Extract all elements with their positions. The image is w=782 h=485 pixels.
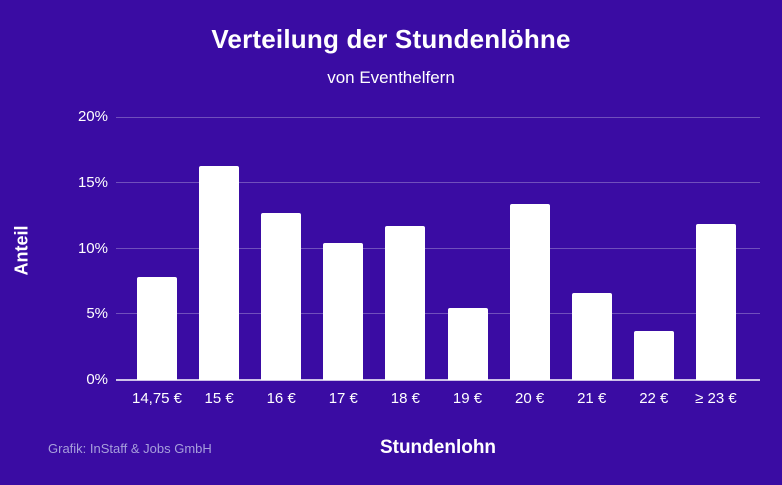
x-tick-label-1: 15 € xyxy=(204,390,234,407)
plot-area xyxy=(116,117,760,381)
y-axis-ticks: 0% 5% 10% 15% 20% xyxy=(40,108,108,388)
y-axis-label: Anteil xyxy=(11,225,32,276)
gridline-5 xyxy=(116,313,760,315)
x-tick-label-4: 18 € xyxy=(390,390,420,407)
x-axis-label: Stundenlohn xyxy=(379,437,497,458)
bar-2 xyxy=(261,213,302,380)
bar-3 xyxy=(323,243,364,380)
bar-5 xyxy=(447,307,488,380)
y-tick-label-0: 0% xyxy=(86,371,108,388)
chart-subtitle: von Eventhelfern xyxy=(327,68,455,87)
x-tick-label-2: 16 € xyxy=(266,390,296,407)
x-tick-label-3: 17 € xyxy=(328,390,358,407)
x-tick-label-6: 20 € xyxy=(514,390,545,407)
bar-7 xyxy=(571,293,612,380)
bar-9 xyxy=(695,223,736,380)
chart-title: Verteilung der Stundenlöhne xyxy=(211,24,571,54)
x-axis-ticks: 14,75 € 15 € 16 € 17 € 18 € 19 € 20 € 21 € 22 € ≥… xyxy=(116,389,760,411)
y-tick-label-15: 15% xyxy=(77,173,108,191)
x-tick-label-5: 19 € xyxy=(452,390,483,407)
bar-4 xyxy=(385,226,426,380)
credit-text: Grafik: InStaff & Jobs GmbH xyxy=(48,441,212,456)
gridline-20 xyxy=(116,117,760,118)
bar-6 xyxy=(509,203,550,380)
x-tick-label-7: 21 € xyxy=(577,390,607,407)
y-tick-label-5: 5% xyxy=(86,305,108,323)
bar-0 xyxy=(137,277,177,380)
bar-1 xyxy=(199,165,240,380)
y-tick-label-20: 20% xyxy=(77,108,108,125)
y-tick-label-10: 10% xyxy=(77,239,108,257)
gridline-10 xyxy=(116,247,760,249)
x-tick-label-8: 22 € xyxy=(639,390,669,407)
bar-8 xyxy=(633,331,674,380)
x-tick-label-0: 14,75 € xyxy=(131,390,183,407)
gridline-15 xyxy=(116,181,760,183)
x-axis-line xyxy=(116,379,760,381)
x-tick-label-9: ≥ 23 € xyxy=(695,390,737,407)
